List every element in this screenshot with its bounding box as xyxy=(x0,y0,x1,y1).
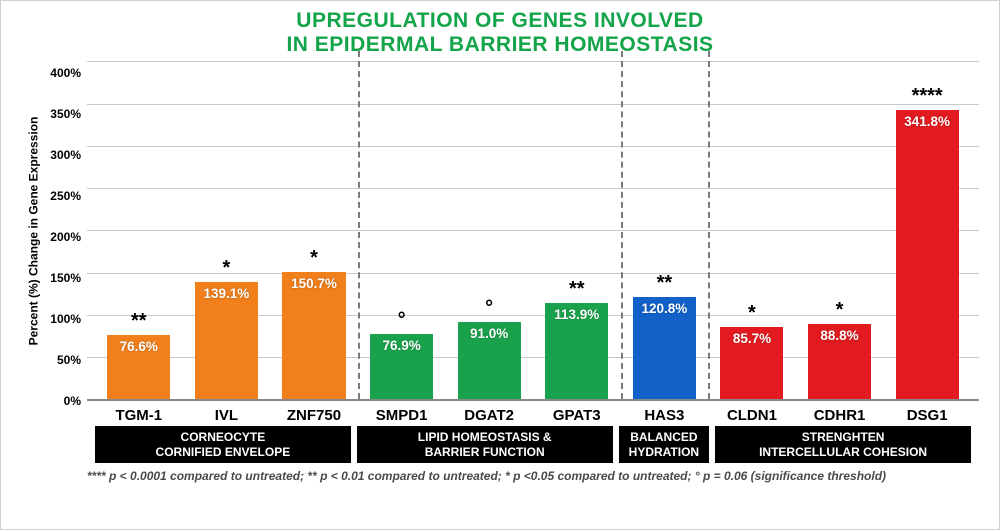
y-axis-ticks: 0%50%100%150%200%250%300%350%400% xyxy=(45,61,87,401)
x-tick-label: TGM-1 xyxy=(95,407,183,424)
x-tick-label: IVL xyxy=(183,407,271,424)
x-axis-row: TGM-1IVLZNF750SMPD1DGAT2GPAT3HAS3CLDN1CD… xyxy=(21,401,979,426)
bar-slot: 88.8%* xyxy=(796,61,884,399)
y-tick: 100% xyxy=(45,313,81,325)
bar-slot: 139.1%* xyxy=(183,61,271,399)
group-separator xyxy=(621,51,623,399)
bar-value-label: 76.9% xyxy=(382,334,420,353)
bar-has3: 120.8%** xyxy=(633,297,696,399)
significance-marker: **** xyxy=(912,86,943,110)
group-label: CORNEOCYTE CORNIFIED ENVELOPE xyxy=(95,426,351,463)
bar-cdhr1: 88.8%* xyxy=(808,324,871,399)
bar-slot: 120.8%** xyxy=(621,61,709,399)
x-tick-label: CDHR1 xyxy=(796,407,884,424)
plot-area: 76.6%**139.1%*150.7%*76.9%°91.0%°113.9%*… xyxy=(87,61,979,401)
bar-value-label: 120.8% xyxy=(641,297,687,316)
bar-cldn1: 85.7%* xyxy=(720,327,783,399)
y-tick: 350% xyxy=(45,108,81,120)
significance-marker: ° xyxy=(485,298,493,322)
y-tick: 150% xyxy=(45,272,81,284)
x-tick-label: DSG1 xyxy=(883,407,971,424)
bar-slot: 85.7%* xyxy=(708,61,796,399)
gene-upregulation-chart: UPREGULATION OF GENES INVOLVED IN EPIDER… xyxy=(0,0,1000,530)
bar-value-label: 113.9% xyxy=(554,303,599,322)
y-axis-label: Percent (%) Change in Gene Expression xyxy=(21,61,45,401)
bar-slot: 113.9%** xyxy=(533,61,621,399)
title-line-2: IN EPIDERMAL BARRIER HOMEOSTASIS xyxy=(286,33,713,56)
bar-value-label: 91.0% xyxy=(470,322,508,341)
bar-gpat3: 113.9%** xyxy=(545,303,608,399)
bar-znf750: 150.7%* xyxy=(282,272,345,399)
plot-row: Percent (%) Change in Gene Expression 0%… xyxy=(21,61,979,401)
bar-dgat2: 91.0%° xyxy=(458,322,521,399)
bar-value-label: 85.7% xyxy=(733,327,771,346)
group-row: CORNEOCYTE CORNIFIED ENVELOPELIPID HOMEO… xyxy=(21,426,979,463)
significance-marker: ** xyxy=(569,279,585,303)
bar-slot: 91.0%° xyxy=(445,61,533,399)
significance-marker: * xyxy=(748,303,756,327)
x-tick-label: SMPD1 xyxy=(358,407,446,424)
bar-slot: 76.6%** xyxy=(95,61,183,399)
x-tick-label: HAS3 xyxy=(621,407,709,424)
bars-container: 76.6%**139.1%*150.7%*76.9%°91.0%°113.9%*… xyxy=(87,61,979,399)
bar-slot: 150.7%* xyxy=(270,61,358,399)
y-tick: 50% xyxy=(45,354,81,366)
group-label: LIPID HOMEOSTASIS & BARRIER FUNCTION xyxy=(357,426,613,463)
group-label: STRENGHTEN INTERCELLULAR COHESION xyxy=(715,426,971,463)
significance-marker: ** xyxy=(657,273,673,297)
bar-value-label: 341.8% xyxy=(904,110,950,129)
group-separator xyxy=(358,51,360,399)
group-label: BALANCED HYDRATION xyxy=(619,426,710,463)
x-tick-label: CLDN1 xyxy=(708,407,796,424)
x-axis-ticks: TGM-1IVLZNF750SMPD1DGAT2GPAT3HAS3CLDN1CD… xyxy=(87,401,979,426)
bar-value-label: 150.7% xyxy=(291,272,337,291)
y-tick: 0% xyxy=(45,395,81,407)
bar-value-label: 88.8% xyxy=(820,324,858,343)
x-tick-label: DGAT2 xyxy=(445,407,533,424)
bar-ivl: 139.1%* xyxy=(195,282,258,400)
group-separator xyxy=(708,51,710,399)
significance-marker: * xyxy=(310,248,318,272)
significance-marker: * xyxy=(222,258,230,282)
title-line-1: UPREGULATION OF GENES INVOLVED xyxy=(296,9,703,32)
significance-marker: ** xyxy=(131,311,147,335)
group-labels: CORNEOCYTE CORNIFIED ENVELOPELIPID HOMEO… xyxy=(87,426,979,463)
x-tick-label: ZNF750 xyxy=(270,407,358,424)
significance-marker: ° xyxy=(398,310,406,334)
bar-smpd1: 76.9%° xyxy=(370,334,433,399)
bar-value-label: 139.1% xyxy=(203,282,249,301)
bar-tgm-1: 76.6%** xyxy=(107,335,170,400)
chart-title: UPREGULATION OF GENES INVOLVED IN EPIDER… xyxy=(21,9,979,57)
bar-value-label: 76.6% xyxy=(120,335,158,354)
y-tick: 400% xyxy=(45,67,81,79)
significance-marker: * xyxy=(836,300,844,324)
x-tick-label: GPAT3 xyxy=(533,407,621,424)
y-tick: 200% xyxy=(45,231,81,243)
footnote: **** p < 0.0001 compared to untreated; *… xyxy=(21,463,979,483)
bar-slot: 341.8%**** xyxy=(883,61,971,399)
y-tick: 250% xyxy=(45,190,81,202)
bar-slot: 76.9%° xyxy=(358,61,446,399)
bar-dsg1: 341.8%**** xyxy=(896,110,959,399)
y-tick: 300% xyxy=(45,149,81,161)
